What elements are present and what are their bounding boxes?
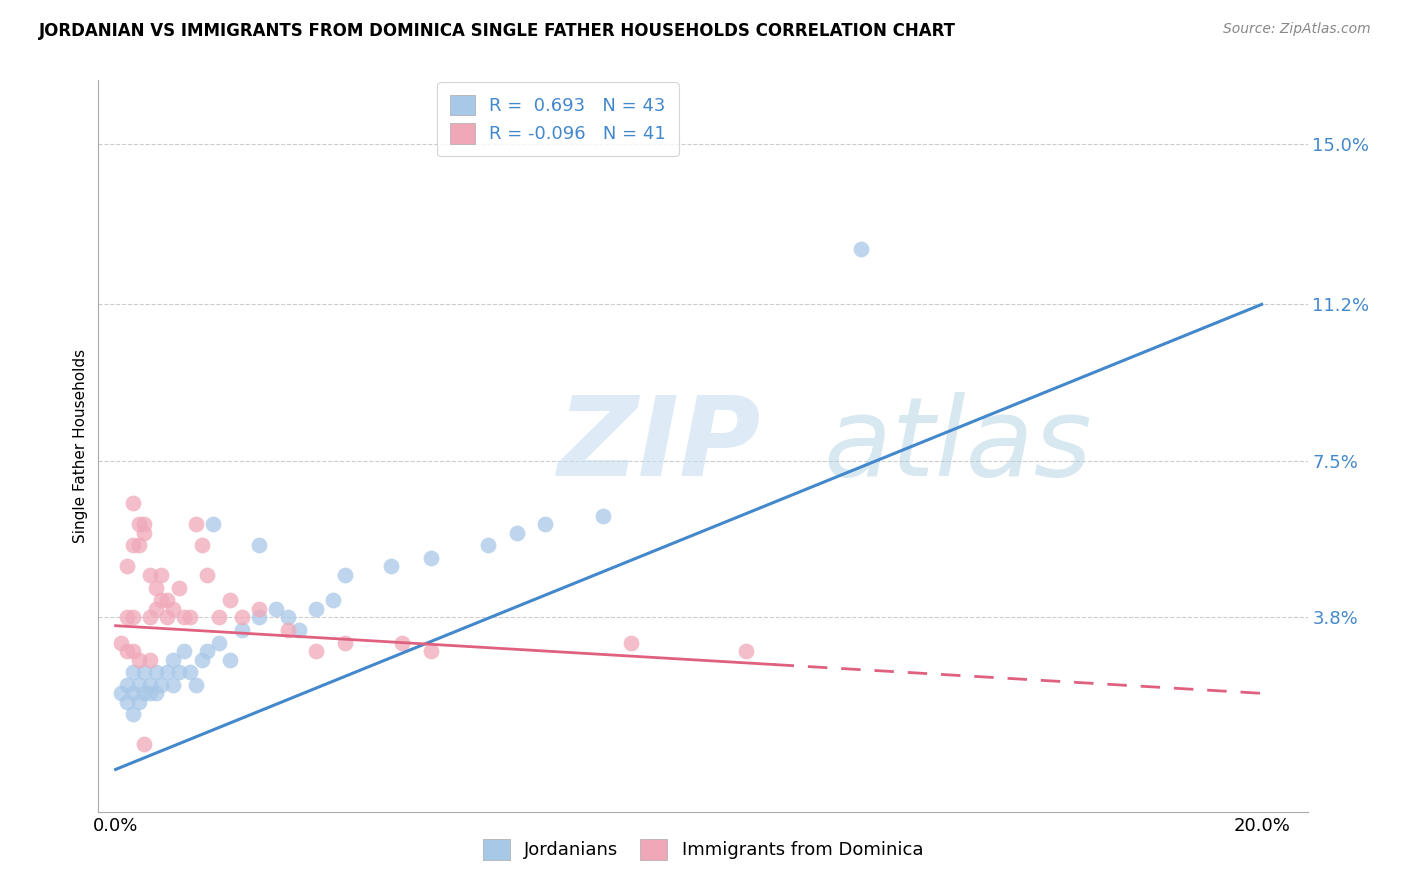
Point [231, 610, 253, 624]
Point [110, 635, 132, 649]
Point [115, 695, 138, 709]
Point [184, 678, 207, 692]
Point [231, 623, 253, 637]
Point [173, 644, 195, 658]
Point [391, 635, 413, 649]
Point [167, 665, 190, 680]
Point [288, 623, 311, 637]
Point [128, 652, 150, 666]
Point [190, 652, 212, 666]
Point [506, 525, 529, 540]
Point [162, 678, 184, 692]
Y-axis label: Single Father Households: Single Father Households [73, 349, 89, 543]
Point [305, 601, 328, 615]
Point [145, 665, 167, 680]
Point [167, 581, 190, 595]
Point [121, 665, 143, 680]
Point [110, 686, 132, 700]
Legend: Jordanians, Immigrants from Dominica: Jordanians, Immigrants from Dominica [475, 831, 931, 867]
Point [134, 525, 156, 540]
Point [247, 610, 270, 624]
Point [419, 644, 441, 658]
Legend: R =  0.693   N = 43, R = -0.096   N = 41: R = 0.693 N = 43, R = -0.096 N = 41 [437, 82, 679, 156]
Point [115, 678, 138, 692]
Point [208, 635, 231, 649]
Point [173, 610, 195, 624]
Point [322, 593, 344, 607]
Point [219, 593, 242, 607]
Point [134, 665, 156, 680]
Point [134, 517, 156, 532]
Point [121, 538, 143, 552]
Point [145, 686, 167, 700]
Point [305, 644, 328, 658]
Point [156, 610, 179, 624]
Point [277, 623, 299, 637]
Point [477, 538, 499, 552]
Text: atlas: atlas [824, 392, 1092, 500]
Point [134, 737, 156, 751]
Point [202, 517, 225, 532]
Point [592, 508, 614, 523]
Point [121, 644, 143, 658]
Point [145, 601, 167, 615]
Point [128, 517, 150, 532]
Point [380, 559, 402, 574]
Point [333, 635, 356, 649]
Point [195, 644, 218, 658]
Point [128, 695, 150, 709]
Point [179, 665, 201, 680]
Point [264, 601, 287, 615]
Point [115, 559, 138, 574]
Point [121, 610, 143, 624]
Point [139, 652, 162, 666]
Text: Source: ZipAtlas.com: Source: ZipAtlas.com [1223, 22, 1371, 37]
Point [150, 593, 173, 607]
Point [115, 610, 138, 624]
Point [150, 678, 173, 692]
Point [208, 610, 231, 624]
Point [620, 635, 643, 649]
Point [128, 538, 150, 552]
Point [219, 652, 242, 666]
Point [190, 538, 212, 552]
Point [179, 610, 201, 624]
Point [134, 686, 156, 700]
Point [115, 644, 138, 658]
Point [162, 601, 184, 615]
Text: ZIP: ZIP [558, 392, 762, 500]
Point [419, 551, 441, 566]
Point [184, 517, 207, 532]
Point [333, 568, 356, 582]
Point [121, 686, 143, 700]
Point [156, 593, 179, 607]
Point [247, 538, 270, 552]
Point [277, 610, 299, 624]
Point [195, 568, 218, 582]
Point [139, 568, 162, 582]
Point [534, 517, 557, 532]
Text: JORDANIAN VS IMMIGRANTS FROM DOMINICA SINGLE FATHER HOUSEHOLDS CORRELATION CHART: JORDANIAN VS IMMIGRANTS FROM DOMINICA SI… [39, 22, 956, 40]
Point [849, 243, 872, 257]
Point [121, 707, 143, 722]
Point [139, 610, 162, 624]
Point [247, 601, 270, 615]
Point [735, 644, 758, 658]
Point [139, 678, 162, 692]
Point [128, 678, 150, 692]
Point [162, 652, 184, 666]
Point [121, 496, 143, 510]
Point [139, 686, 162, 700]
Point [156, 665, 179, 680]
Point [150, 568, 173, 582]
Point [145, 581, 167, 595]
